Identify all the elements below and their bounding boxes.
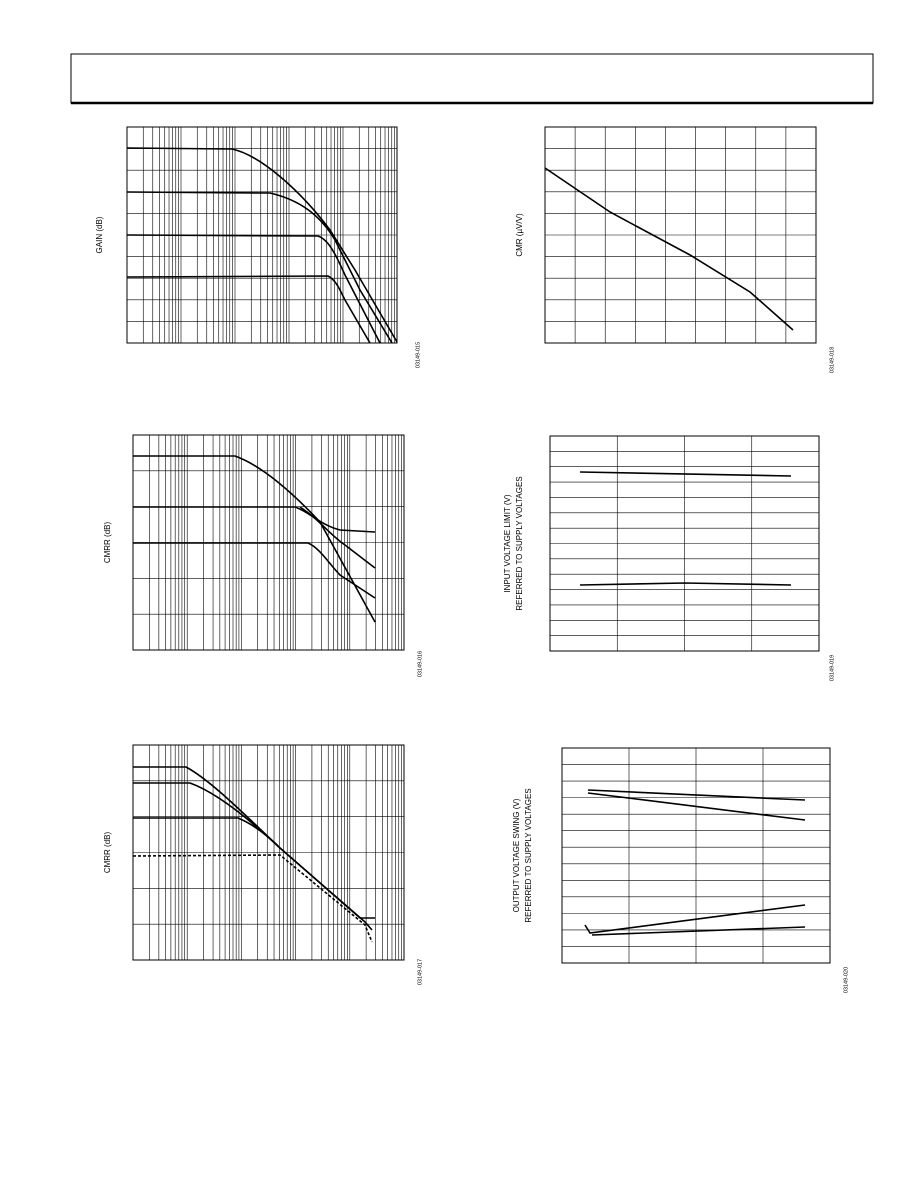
curve — [579, 471, 792, 477]
curve — [591, 926, 806, 936]
chart-gain — [126, 126, 398, 344]
curve — [133, 766, 373, 931]
curve — [587, 792, 806, 821]
y-axis-label: GAIN (dB) — [95, 216, 104, 253]
curve — [126, 275, 371, 344]
figure-code: 03149-019 — [829, 655, 835, 681]
curve — [544, 167, 794, 331]
plot-frame — [126, 126, 398, 344]
plot-frame — [549, 435, 820, 652]
chart-cmrr — [132, 434, 405, 651]
plot-frame — [561, 747, 831, 964]
y-axis-label: REFERRED TO SUPPLY VOLTAGES — [515, 476, 524, 610]
curve — [132, 854, 373, 943]
curve — [579, 582, 792, 586]
curve — [584, 904, 806, 934]
chart-input-limit — [549, 435, 820, 652]
figure-code: 03149-015 — [415, 342, 421, 368]
figure-code: 03149-017 — [417, 959, 423, 985]
curve — [133, 817, 375, 919]
chart-output-swing — [561, 747, 831, 964]
y-axis-label: CMRR (dB) — [103, 522, 112, 564]
chart-cmr — [544, 126, 817, 344]
y-axis-label: CMR (µV/V) — [515, 213, 524, 257]
curve — [126, 147, 398, 343]
figure-code: 03149-016 — [417, 651, 423, 677]
figure-code: 03149-020 — [843, 967, 849, 993]
curve — [133, 455, 376, 623]
header-box — [70, 53, 874, 104]
y-axis-label: INPUT VOLTAGE LIMIT (V) — [503, 494, 512, 592]
plot-frame — [544, 126, 817, 344]
curve — [126, 191, 393, 344]
curve — [126, 234, 381, 344]
y-axis-label: OUTPUT VOLTAGE SWING (V) — [512, 798, 521, 912]
figure-code: 03149-018 — [829, 347, 835, 373]
curve — [587, 789, 806, 801]
plot-frame — [132, 744, 405, 961]
y-axis-label: CMRR (dB) — [103, 832, 112, 874]
chart-cmrr-2 — [132, 744, 405, 961]
y-axis-label: REFERRED TO SUPPLY VOLTAGES — [524, 788, 533, 922]
curve — [133, 506, 376, 533]
curve — [133, 542, 376, 599]
curve — [299, 506, 376, 569]
plot-frame — [132, 434, 405, 651]
